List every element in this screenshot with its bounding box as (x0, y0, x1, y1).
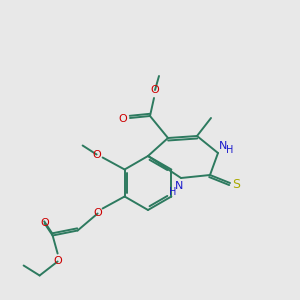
Text: H: H (226, 145, 234, 155)
Text: O: O (53, 256, 62, 266)
Text: N: N (219, 141, 227, 151)
Text: H: H (169, 187, 177, 197)
Text: S: S (232, 178, 240, 191)
Text: O: O (118, 114, 127, 124)
Text: O: O (151, 85, 159, 95)
Text: O: O (93, 208, 102, 218)
Text: O: O (92, 149, 101, 160)
Text: O: O (40, 218, 49, 229)
Text: N: N (175, 181, 183, 191)
